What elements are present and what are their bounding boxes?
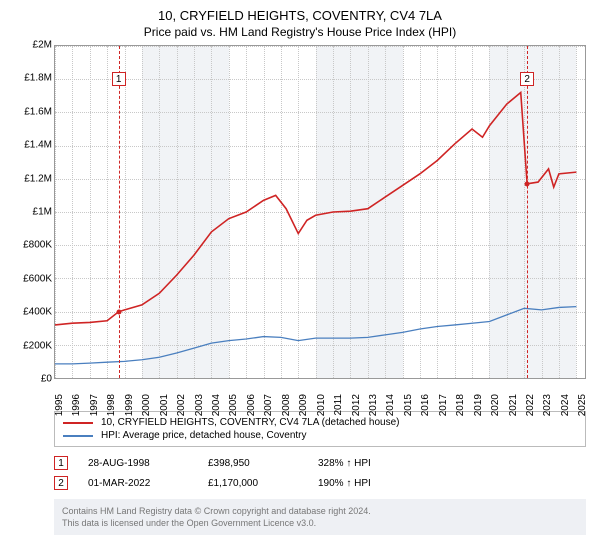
x-tick-label: 1996 (71, 394, 82, 416)
y-tick-label: £1.4M (24, 140, 52, 151)
x-tick-label: 2016 (420, 394, 431, 416)
y-tick-label: £400K (23, 307, 52, 318)
y-tick-label: £600K (23, 273, 52, 284)
legend-label: HPI: Average price, detached house, Cove… (101, 430, 307, 441)
x-tick-label: 2002 (176, 394, 187, 416)
chart-area: £0 £200K £400K £600K £800K £1M £1.2M £1.4M £1.6M… (10, 45, 590, 405)
y-tick-label: £0 (41, 374, 52, 385)
series-address (55, 93, 576, 325)
sale-row-pct: 328% ↑ HPI (318, 458, 371, 469)
x-tick-label: 2010 (316, 394, 327, 416)
sale-row-date: 28-AUG-1998 (88, 458, 188, 469)
x-tick-label: 2021 (508, 394, 519, 416)
sale-row-badge: 1 (54, 456, 68, 470)
legend: 10, CRYFIELD HEIGHTS, COVENTRY, CV4 7LA … (54, 411, 586, 447)
y-tick-label: £1.8M (24, 73, 52, 84)
credit-box: Contains HM Land Registry data © Crown c… (54, 499, 586, 535)
x-tick-label: 2011 (333, 394, 344, 416)
sale-row-badge: 2 (54, 476, 68, 490)
x-tick-label: 2013 (368, 394, 379, 416)
legend-row: HPI: Average price, detached house, Cove… (63, 429, 577, 442)
x-tick-label: 2024 (560, 394, 571, 416)
x-axis: 1995199619971998199920002001200220032004… (54, 379, 586, 405)
sale-row-pct: 190% ↑ HPI (318, 478, 371, 489)
legend-label: 10, CRYFIELD HEIGHTS, COVENTRY, CV4 7LA … (101, 417, 399, 428)
x-tick-label: 2004 (211, 394, 222, 416)
y-tick-label: £2M (33, 40, 52, 51)
sale-badge-2: 2 (520, 72, 534, 86)
sale-marker-2 (525, 181, 530, 186)
legend-row: 10, CRYFIELD HEIGHTS, COVENTRY, CV4 7LA … (63, 416, 577, 429)
chart-svg (55, 46, 585, 378)
x-tick-label: 2006 (246, 394, 257, 416)
y-tick-label: £200K (23, 340, 52, 351)
x-tick-label: 2019 (473, 394, 484, 416)
x-tick-label: 2007 (263, 394, 274, 416)
y-tick-label: £1.2M (24, 173, 52, 184)
legend-swatch (63, 422, 93, 424)
sale-marker-1 (116, 309, 121, 314)
y-tick-label: £800K (23, 240, 52, 251)
x-tick-label: 2012 (351, 394, 362, 416)
x-tick-label: 2014 (385, 394, 396, 416)
x-tick-label: 2001 (159, 394, 170, 416)
x-tick-label: 1998 (106, 394, 117, 416)
x-tick-label: 2020 (490, 394, 501, 416)
y-axis: £0£200K£400K£600K£800K£1M£1.2M£1.4M£1.6M… (10, 45, 54, 379)
sale-row-price: £1,170,000 (208, 478, 298, 489)
chart-subtitle: Price paid vs. HM Land Registry's House … (10, 25, 590, 39)
y-tick-label: £1M (33, 207, 52, 218)
x-tick-label: 2017 (438, 394, 449, 416)
x-tick-label: 2003 (194, 394, 205, 416)
x-tick-label: 2008 (281, 394, 292, 416)
credit-line-2: This data is licensed under the Open Gov… (62, 517, 578, 529)
plot-area: 12 (54, 45, 586, 379)
x-tick-label: 2018 (455, 394, 466, 416)
x-tick-label: 2009 (298, 394, 309, 416)
sale-row-price: £398,950 (208, 458, 298, 469)
chart-container: 10, CRYFIELD HEIGHTS, COVENTRY, CV4 7LA … (0, 0, 600, 560)
x-tick-label: 2023 (542, 394, 553, 416)
x-tick-label: 2000 (141, 394, 152, 416)
sale-row: 1 28-AUG-1998 £398,950 328% ↑ HPI (54, 453, 586, 473)
legend-swatch (63, 435, 93, 437)
sale-badge-1: 1 (112, 72, 126, 86)
sale-row: 2 01-MAR-2022 £1,170,000 190% ↑ HPI (54, 473, 586, 493)
x-tick-label: 2022 (525, 394, 536, 416)
sale-vline-1 (119, 46, 120, 378)
series-hpi (55, 307, 576, 364)
x-tick-label: 2025 (577, 394, 588, 416)
x-tick-label: 1999 (124, 394, 135, 416)
x-tick-label: 1995 (54, 394, 65, 416)
sale-vline-2 (527, 46, 528, 378)
y-tick-label: £1.6M (24, 106, 52, 117)
x-tick-label: 1997 (89, 394, 100, 416)
chart-title: 10, CRYFIELD HEIGHTS, COVENTRY, CV4 7LA (10, 8, 590, 23)
sale-row-date: 01-MAR-2022 (88, 478, 188, 489)
x-tick-label: 2015 (403, 394, 414, 416)
x-tick-label: 2005 (228, 394, 239, 416)
sales-table: 1 28-AUG-1998 £398,950 328% ↑ HPI 2 01-MAR-20… (54, 453, 586, 493)
credit-line-1: Contains HM Land Registry data © Crown c… (62, 505, 578, 517)
